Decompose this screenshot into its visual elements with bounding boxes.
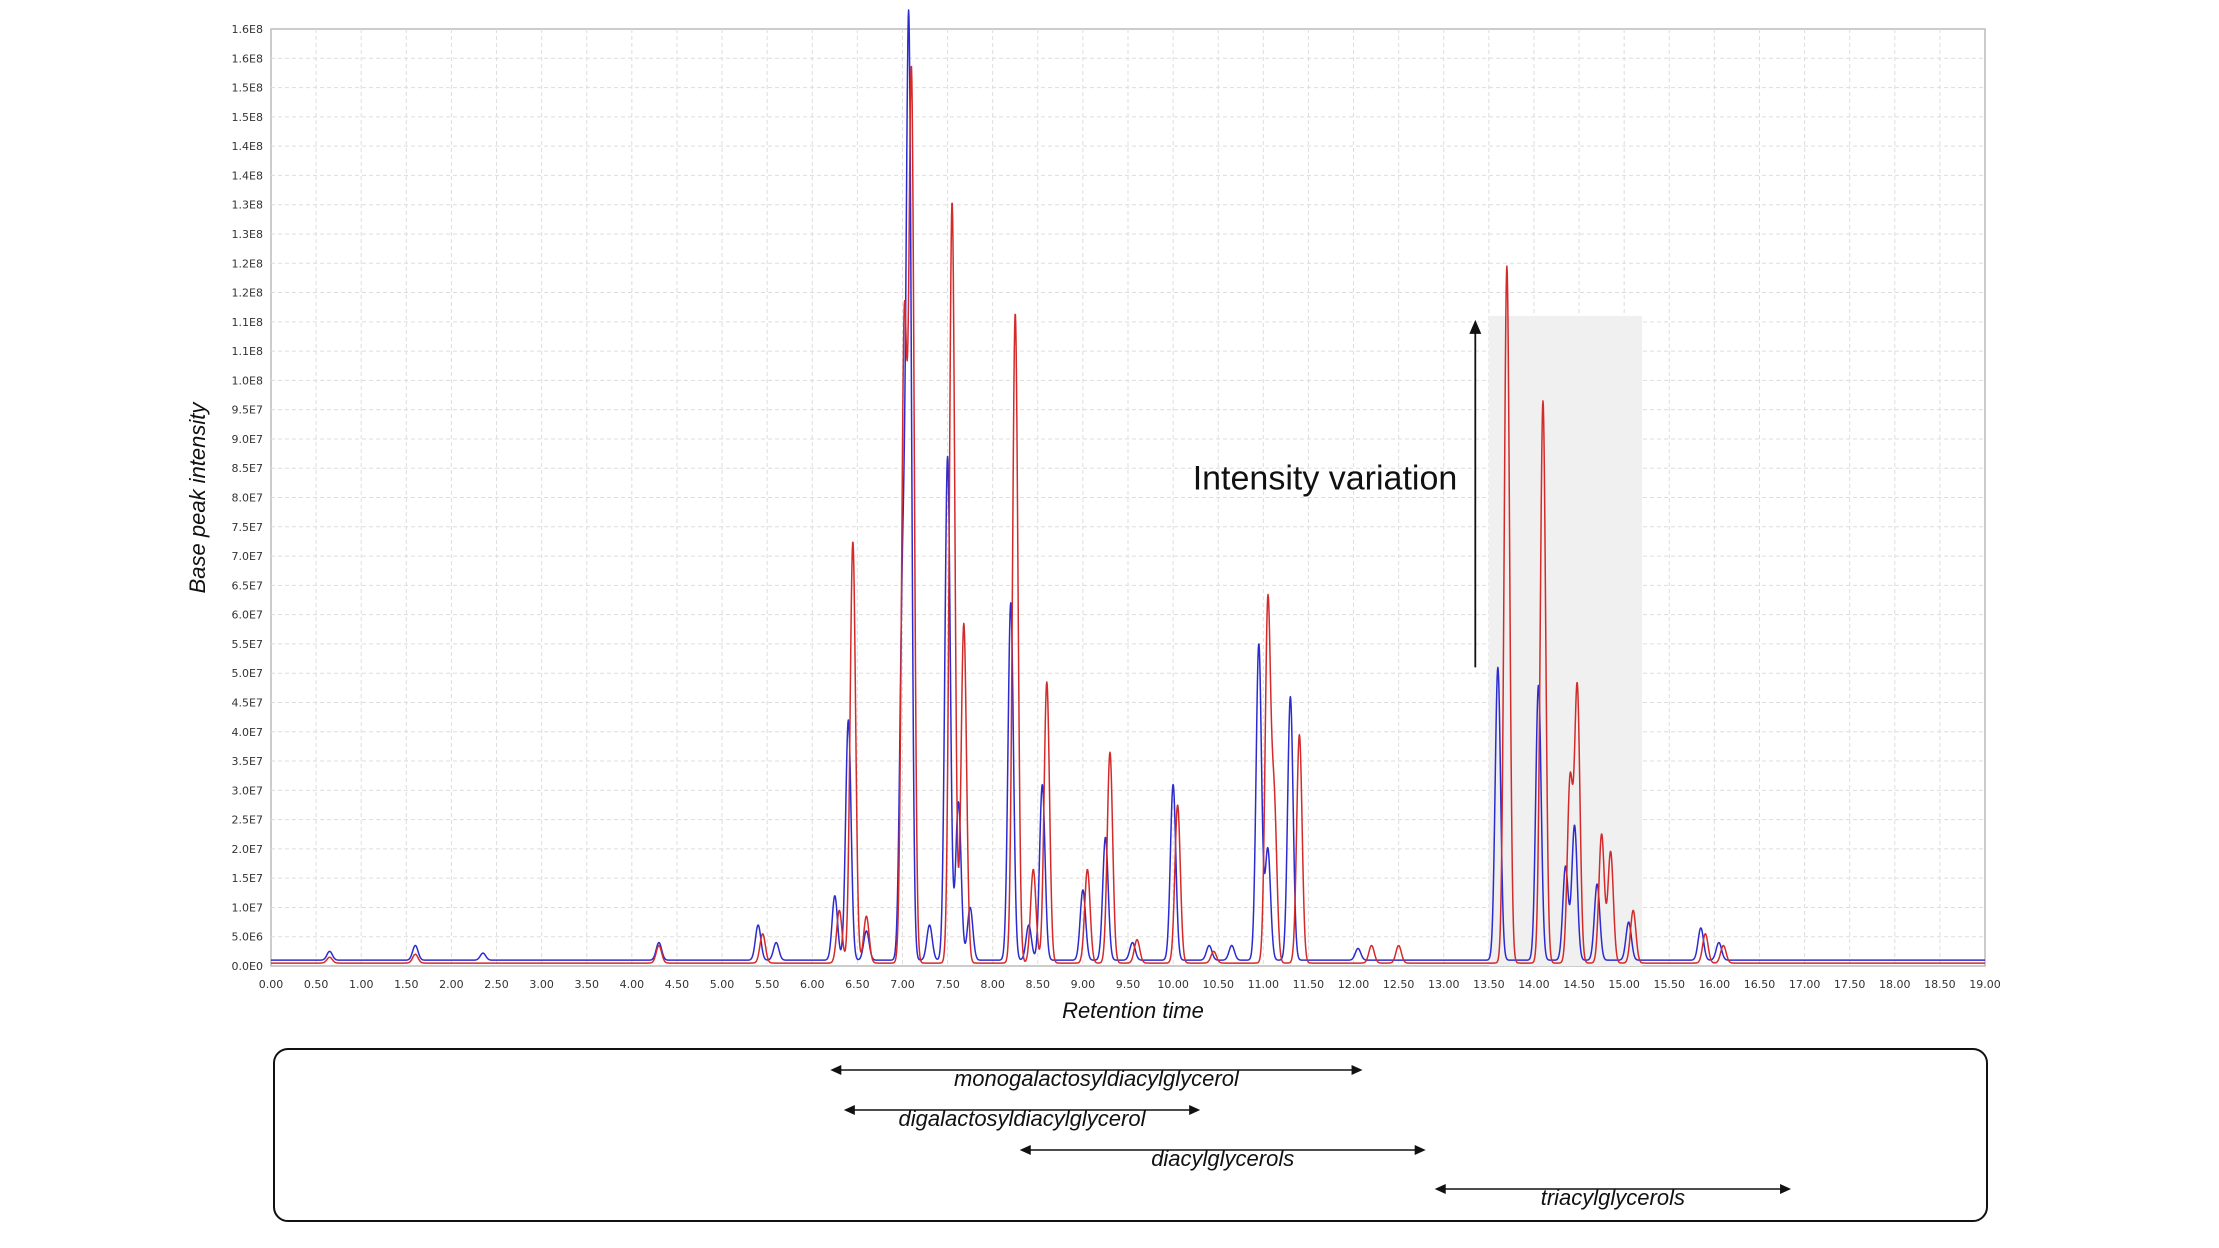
x-tick-label: 10.50 [1202, 978, 1234, 991]
x-tick-label: 17.00 [1789, 978, 1821, 991]
x-tick-label: 10.00 [1157, 978, 1189, 991]
range-arrowhead-left [1434, 1184, 1446, 1194]
y-tick-label: 7.5E7 [232, 521, 263, 534]
intensity-annotation: Intensity variation [1193, 459, 1458, 497]
range-arrowhead-right [1780, 1184, 1792, 1194]
y-tick-label: 1.5E7 [232, 872, 263, 885]
y-tick-label: 1.5E8 [232, 82, 263, 95]
x-tick-label: 15.00 [1608, 978, 1640, 991]
x-tick-label: 15.50 [1654, 978, 1686, 991]
range-arrowhead-left [843, 1105, 855, 1115]
lipid-class-ranges: monogalactosyldiacylglycerol digalactosyl… [830, 1065, 1792, 1210]
y-tick-label: 6.5E7 [232, 579, 263, 592]
x-tick-label: 5.00 [710, 978, 735, 991]
x-tick-label: 16.50 [1744, 978, 1776, 991]
x-tick-label: 3.00 [529, 978, 554, 991]
range-label: digalactosyldiacylglycerol [898, 1106, 1146, 1131]
x-tick-label: 14.00 [1518, 978, 1550, 991]
y-tick-labels: 0.0E0 5.0E6 1.0E7 1.5E7 2.0E7 2.5E7 3.0E7 3.5E7… [232, 23, 263, 973]
x-tick-label: 8.00 [980, 978, 1005, 991]
y-axis-title: Base peak intensity [185, 401, 210, 594]
x-tick-label: 2.00 [439, 978, 464, 991]
y-tick-label: 1.6E8 [232, 23, 263, 36]
x-tick-label: 18.00 [1879, 978, 1911, 991]
y-tick-label: 2.0E7 [232, 843, 263, 856]
range-arrowhead-right [1351, 1065, 1363, 1075]
y-tick-label: 4.0E7 [232, 726, 263, 739]
x-tick-label: 7.00 [890, 978, 915, 991]
y-tick-label: 8.5E7 [232, 462, 263, 475]
x-tick-label: 8.50 [1026, 978, 1051, 991]
x-tick-label: 12.50 [1383, 978, 1415, 991]
x-tick-label: 1.50 [394, 978, 419, 991]
x-tick-label: 11.50 [1293, 978, 1325, 991]
y-tick-label: 1.2E8 [232, 287, 263, 300]
y-tick-label: 1.3E8 [232, 228, 263, 241]
x-tick-label: 6.50 [845, 978, 870, 991]
x-tick-label: 13.50 [1473, 978, 1505, 991]
grid-layer [271, 29, 1985, 966]
y-tick-label: 1.5E8 [232, 111, 263, 124]
range-label: triacylglycerols [1541, 1185, 1685, 1210]
series-line-2 [270, 65, 1986, 964]
x-tick-label: 12.00 [1338, 978, 1370, 991]
y-tick-label: 1.1E8 [232, 345, 263, 358]
x-tick-labels: 0.00 0.50 1.00 1.50 2.00 2.50 3.00 3.50 4.00 4.50… [259, 978, 2001, 991]
y-tick-label: 1.2E8 [232, 257, 263, 270]
y-tick-label: 9.5E7 [232, 404, 263, 417]
x-tick-label: 14.50 [1563, 978, 1595, 991]
y-tick-label: 2.5E7 [232, 814, 263, 827]
x-tick-label: 18.50 [1924, 978, 1956, 991]
x-tick-label: 19.00 [1969, 978, 2001, 991]
lipid-classes-box [273, 1048, 1988, 1222]
y-tick-label: 4.5E7 [232, 696, 263, 709]
y-tick-label: 0.0E0 [232, 960, 263, 973]
range-label: diacylglycerols [1151, 1146, 1294, 1171]
y-tick-label: 8.0E7 [232, 492, 263, 505]
range-arrowhead-left [830, 1065, 842, 1075]
x-tick-label: 5.50 [755, 978, 780, 991]
x-tick-label: 9.00 [1071, 978, 1096, 991]
y-tick-label: 1.4E8 [232, 140, 263, 153]
y-tick-label: 1.1E8 [232, 316, 263, 329]
y-tick-label: 9.0E7 [232, 433, 263, 446]
x-tick-label: 13.00 [1428, 978, 1460, 991]
series-line-1 [270, 9, 1986, 961]
y-tick-label: 5.0E7 [232, 667, 263, 680]
y-tick-label: 1.6E8 [232, 52, 263, 65]
x-tick-label: 2.50 [484, 978, 509, 991]
x-tick-label: 1.00 [349, 978, 374, 991]
x-tick-label: 7.50 [935, 978, 960, 991]
y-tick-label: 5.5E7 [232, 638, 263, 651]
range-arrowhead-right [1189, 1105, 1201, 1115]
x-axis-title: Retention time [1062, 998, 1204, 1023]
range-arrowhead-right [1414, 1145, 1426, 1155]
x-tick-label: 9.50 [1116, 978, 1141, 991]
y-tick-label: 7.0E7 [232, 550, 263, 563]
y-tick-label: 3.5E7 [232, 755, 263, 768]
x-tick-label: 16.00 [1699, 978, 1731, 991]
y-tick-label: 1.0E7 [232, 901, 263, 914]
y-tick-label: 6.0E7 [232, 609, 263, 622]
range-arrowhead-left [1019, 1145, 1031, 1155]
x-tick-label: 3.50 [574, 978, 599, 991]
x-tick-label: 4.00 [620, 978, 645, 991]
y-tick-label: 1.3E8 [232, 199, 263, 212]
x-tick-label: 4.50 [665, 978, 690, 991]
range-label: monogalactosyldiacylglycerol [954, 1066, 1240, 1091]
x-tick-label: 11.00 [1248, 978, 1280, 991]
y-tick-label: 3.0E7 [232, 784, 263, 797]
y-tick-label: 1.0E8 [232, 374, 263, 387]
x-tick-label: 6.00 [800, 978, 825, 991]
x-tick-label: 17.50 [1834, 978, 1866, 991]
intensity-arrowhead [1469, 319, 1482, 334]
x-tick-label: 0.50 [304, 978, 329, 991]
highlight-region [1488, 315, 1643, 966]
x-tick-label: 0.00 [259, 978, 284, 991]
y-tick-label: 1.4E8 [232, 169, 263, 182]
y-tick-label: 5.0E6 [232, 931, 263, 944]
series-layer [270, 9, 1986, 964]
